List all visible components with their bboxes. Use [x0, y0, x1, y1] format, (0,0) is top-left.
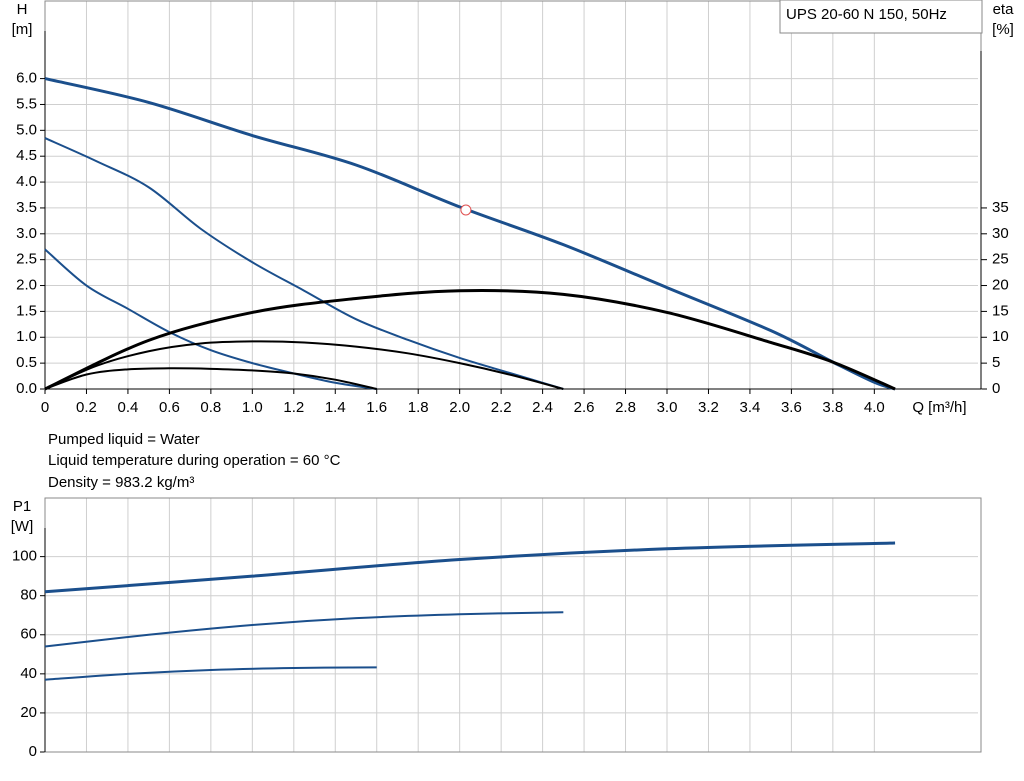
- x-tick-label: 2.8: [615, 399, 636, 416]
- curve: [44, 340, 564, 390]
- y-axis-unit: [m]: [12, 21, 33, 38]
- curve: [44, 248, 377, 390]
- y-tick-label: 2.0: [16, 277, 37, 294]
- x-tick-label: 1.4: [325, 399, 346, 416]
- y2-axis-label: eta: [993, 1, 1015, 18]
- plot-frame: [44, 497, 982, 753]
- y2-tick-label: 10: [992, 328, 1009, 345]
- y-tick-label: 80: [20, 587, 37, 604]
- x-tick-label: 1.6: [366, 399, 387, 416]
- y-tick-label: 1.5: [16, 302, 37, 319]
- y2-tick-label: 30: [992, 225, 1009, 242]
- y-tick-label: 1.0: [16, 328, 37, 345]
- y2-tick-label: 5: [992, 354, 1000, 371]
- y-tick-label: 20: [20, 704, 37, 721]
- y-tick-label: 0: [29, 743, 37, 760]
- y2-tick-label: 35: [992, 199, 1009, 216]
- curve: [44, 137, 564, 390]
- duty-point: [460, 204, 472, 216]
- curve: [44, 541, 896, 594]
- info-line: Liquid temperature during operation = 60…: [48, 452, 341, 469]
- y2-tick-label: 15: [992, 302, 1009, 319]
- x-tick-label: 3.0: [657, 399, 678, 416]
- y2-axis-unit: [%]: [992, 21, 1014, 38]
- curve: [44, 666, 377, 681]
- y-tick-label: 3.0: [16, 225, 37, 242]
- chart-title: UPS 20-60 N 150, 50Hz: [786, 6, 947, 23]
- y2-tick-label: 0: [992, 380, 1000, 397]
- x-tick-label: 2.6: [574, 399, 595, 416]
- y-tick-label: 2.5: [16, 251, 37, 268]
- x-tick-label: 0: [41, 399, 49, 416]
- x-tick-label: 3.8: [822, 399, 843, 416]
- title-box: [779, 0, 983, 34]
- plot-frame: [44, 0, 982, 390]
- x-tick-label: 0.2: [76, 399, 97, 416]
- y-tick-label: 40: [20, 665, 37, 682]
- x-tick-label: 0.6: [159, 399, 180, 416]
- y2-tick-label: 25: [992, 251, 1009, 268]
- curve: [44, 288, 896, 391]
- y2-tick-label: 20: [992, 277, 1009, 294]
- x-tick-label: 1.2: [283, 399, 304, 416]
- y-axis-label: P1: [13, 498, 31, 515]
- x-tick-label: 1.8: [408, 399, 429, 416]
- x-tick-label: 2.4: [532, 399, 553, 416]
- y-tick-label: 100: [12, 548, 37, 565]
- y-tick-label: 5.5: [16, 95, 37, 112]
- y-tick-label: 4.0: [16, 173, 37, 190]
- y-tick-label: 60: [20, 626, 37, 643]
- x-tick-label: 3.6: [781, 399, 802, 416]
- x-tick-label: 2.0: [449, 399, 470, 416]
- y-tick-label: 5.0: [16, 121, 37, 138]
- info-line: Pumped liquid = Water: [48, 431, 200, 448]
- x-tick-label: 0.8: [200, 399, 221, 416]
- y-tick-label: 4.5: [16, 147, 37, 164]
- info-line: Density = 983.2 kg/m³: [48, 474, 194, 491]
- x-axis-label: Q [m³/h]: [912, 399, 966, 416]
- y-tick-label: 6.0: [16, 70, 37, 87]
- curve: [44, 367, 377, 390]
- x-tick-label: 1.0: [242, 399, 263, 416]
- y-tick-label: 0.0: [16, 380, 37, 397]
- y-axis-label: H: [17, 1, 28, 18]
- y-tick-label: 0.5: [16, 354, 37, 371]
- curve: [44, 611, 564, 648]
- y-axis-unit: [W]: [11, 518, 34, 535]
- x-tick-label: 0.4: [118, 399, 139, 416]
- y-tick-label: 3.5: [16, 199, 37, 216]
- x-tick-label: 4.0: [864, 399, 885, 416]
- x-tick-label: 3.2: [698, 399, 719, 416]
- x-tick-label: 3.4: [740, 399, 761, 416]
- x-tick-label: 2.2: [491, 399, 512, 416]
